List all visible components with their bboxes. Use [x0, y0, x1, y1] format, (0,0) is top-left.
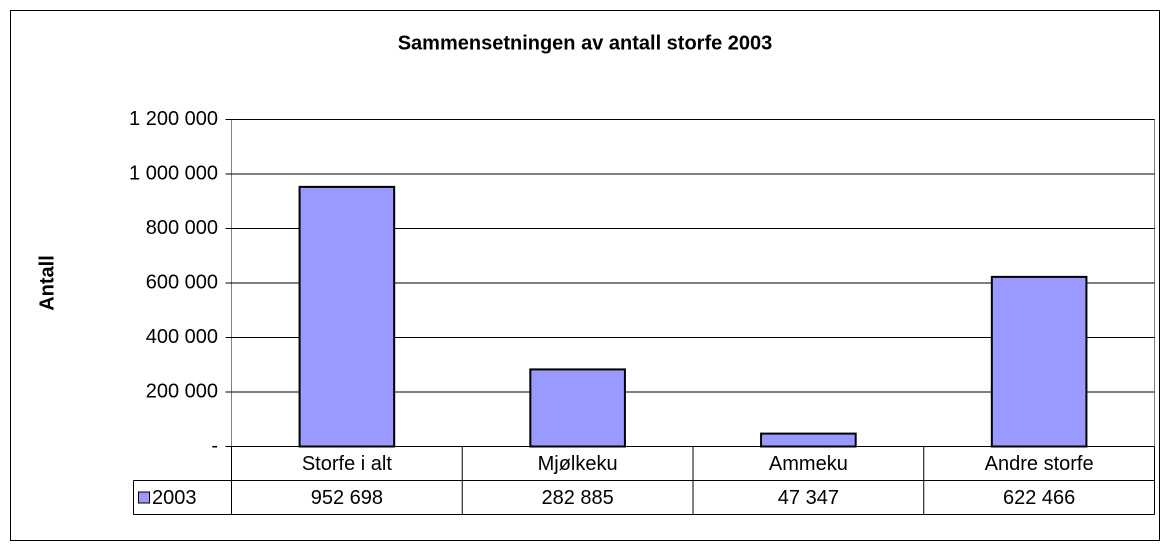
- data-table-value: 282 885: [541, 487, 613, 509]
- x-tick-label: Storfe i alt: [302, 453, 392, 475]
- y-tick-label: 400 000: [146, 326, 218, 348]
- data-table-value: 622 466: [1003, 487, 1075, 509]
- bar: [529, 368, 626, 448]
- y-axis-label: Antall: [36, 255, 58, 311]
- bar: [760, 432, 857, 448]
- legend-label: 2003: [152, 487, 197, 509]
- bar: [990, 275, 1088, 448]
- y-tick-label: -: [211, 435, 218, 457]
- data-table-value: 47 347: [778, 487, 839, 509]
- y-tick-label: 600 000: [146, 271, 218, 293]
- data-table-value: 952 698: [311, 487, 383, 509]
- y-tick-label: 1 000 000: [129, 162, 218, 184]
- legend-swatch: [138, 491, 150, 504]
- y-tick-label: 800 000: [146, 217, 218, 239]
- x-tick-label: Ammeku: [769, 453, 848, 475]
- x-tick-label: Mjølkeku: [538, 453, 618, 475]
- y-tick-label: 200 000: [146, 380, 218, 402]
- x-tick-label: Andre storfe: [985, 453, 1094, 475]
- chart-title: Sammensetningen av antall storfe 2003: [398, 32, 773, 54]
- bar: [298, 185, 396, 448]
- y-tick-label: 1 200 000: [129, 108, 218, 130]
